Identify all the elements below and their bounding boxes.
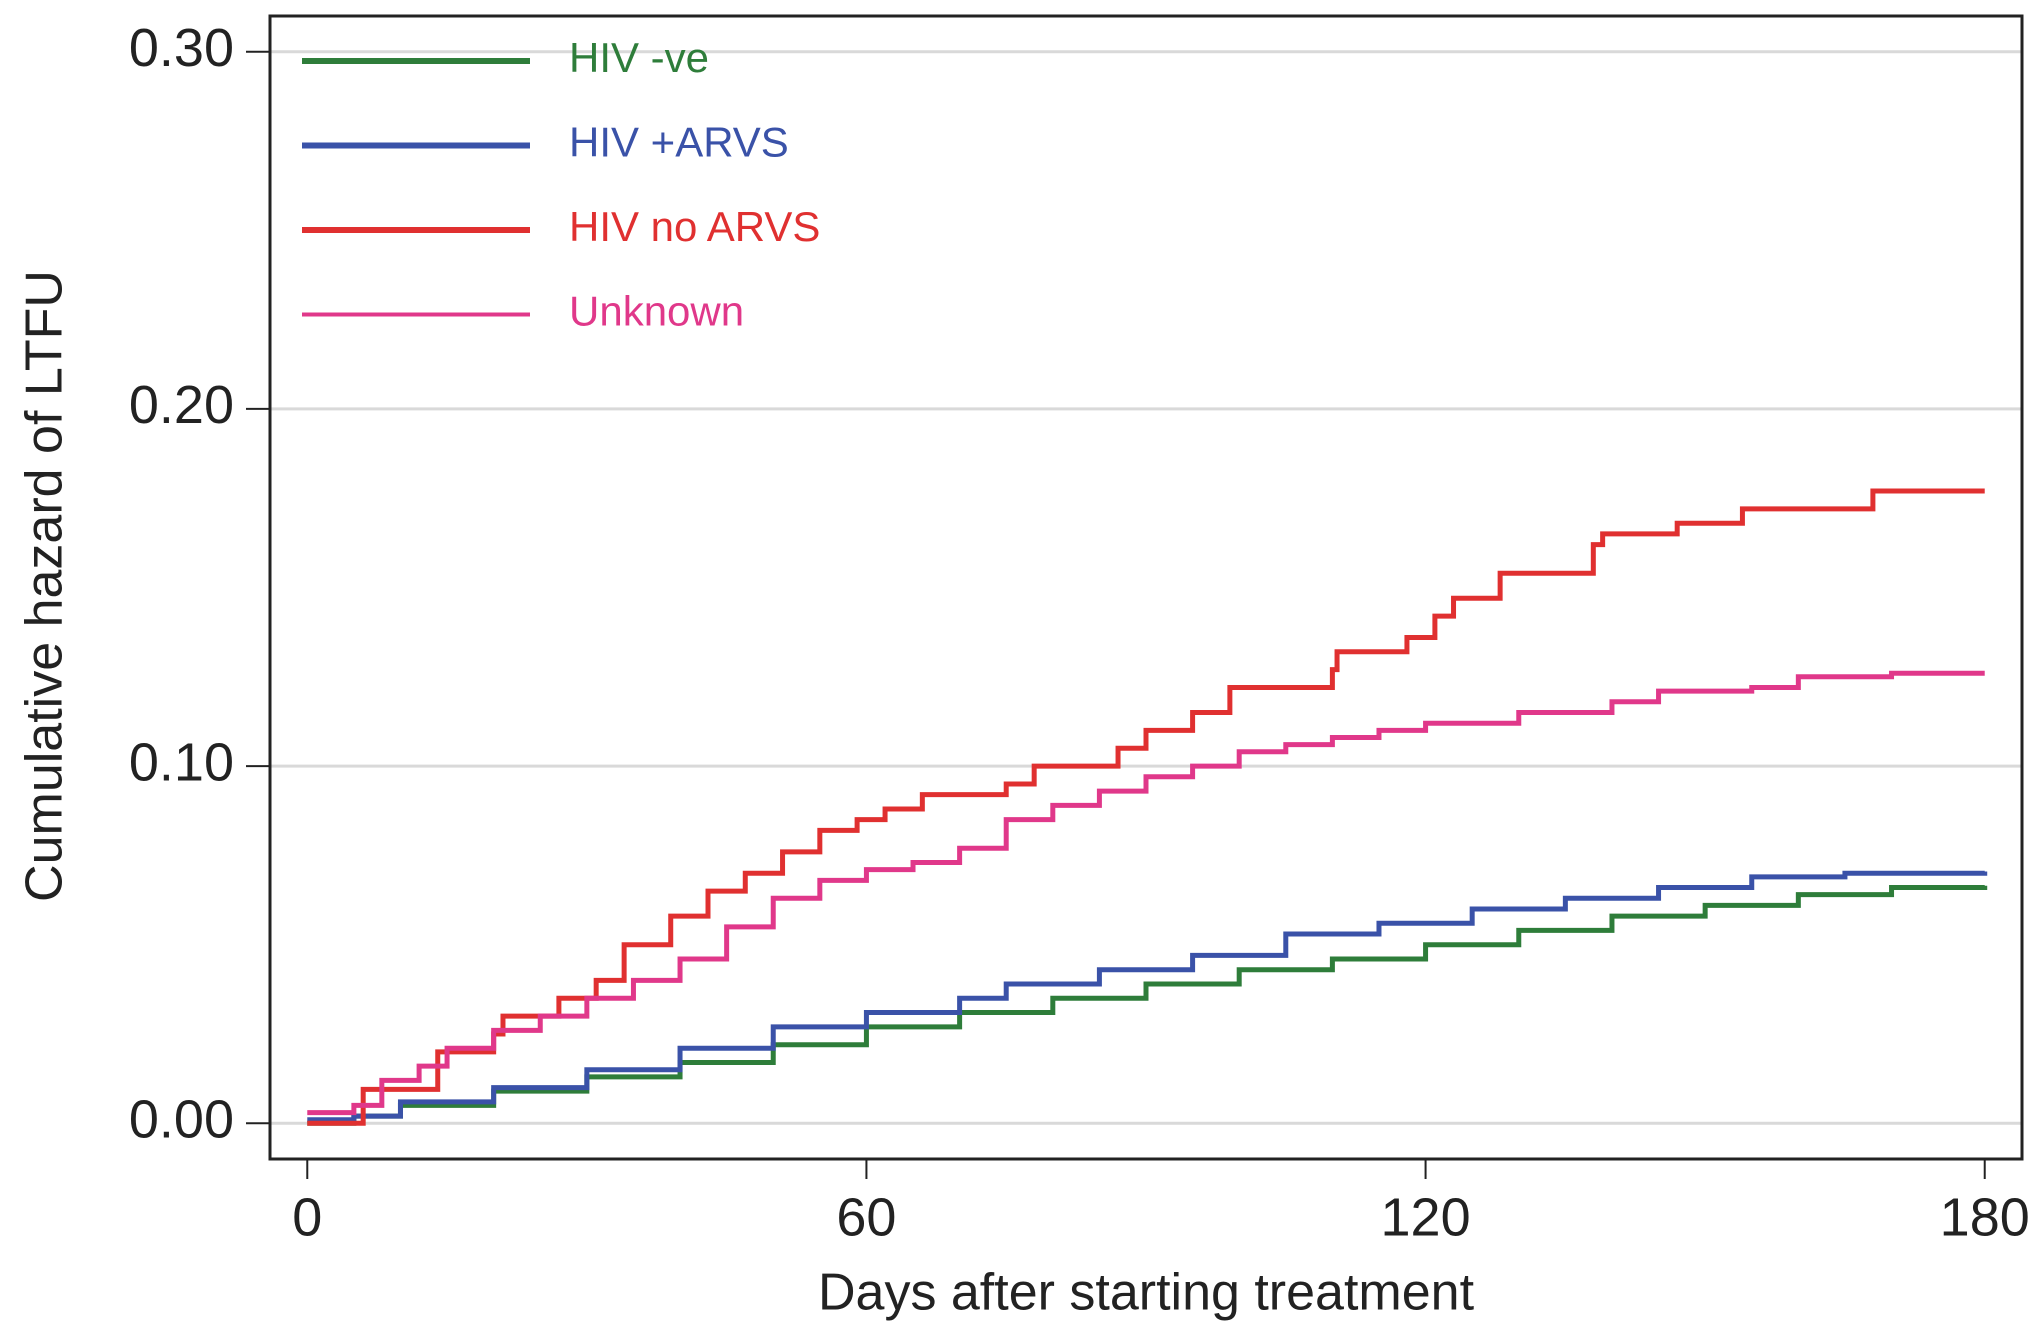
x-axis-title: Days after starting treatment — [818, 1264, 1475, 1322]
legend-label: HIV -ve — [569, 34, 709, 81]
series-line — [307, 488, 1985, 1126]
x-tick-label: 0 — [292, 1187, 322, 1247]
y-tick-label: 0.00 — [129, 1090, 234, 1150]
series-line — [307, 885, 1988, 1126]
y-axis-title: Cumulative hazard of LTFU — [16, 270, 74, 902]
y-tick-label: 0.10 — [129, 732, 234, 792]
legend-label: HIV +ARVS — [569, 119, 789, 166]
y-tick-label: 0.30 — [129, 18, 234, 78]
series-line — [307, 670, 1985, 1116]
x-tick-label: 180 — [1940, 1187, 2030, 1247]
y-tick-label: 0.20 — [129, 375, 234, 435]
legend-label: Unknown — [569, 288, 744, 335]
plot-frame — [268, 14, 2024, 1161]
legend-label: HIV no ARVS — [569, 203, 820, 250]
x-tick-label: 60 — [836, 1187, 896, 1247]
series-line — [307, 870, 1988, 1123]
x-tick-label: 120 — [1381, 1187, 1471, 1247]
